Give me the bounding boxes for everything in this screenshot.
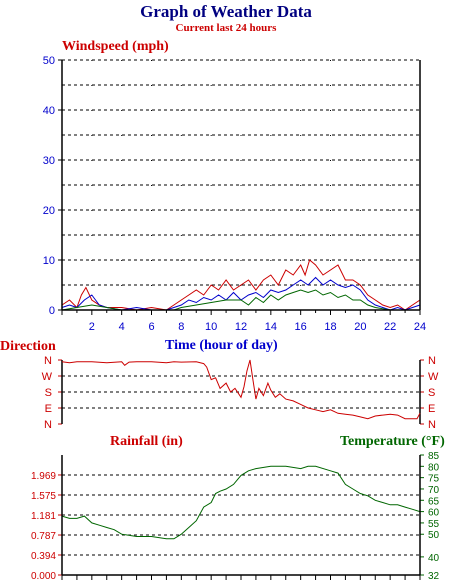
- page-title: Graph of Weather Data: [140, 2, 312, 21]
- direction-tick-label-right: W: [428, 371, 439, 383]
- temp-tick-label: 32: [428, 571, 440, 582]
- time-axis-tick-label: 16: [295, 321, 307, 333]
- temp-tick-label: 80: [428, 462, 440, 473]
- temp-tick-label: 55: [428, 519, 440, 530]
- windspeed-y-tick-label: 10: [43, 255, 55, 267]
- page-subtitle: Current last 24 hours: [176, 22, 278, 34]
- windspeed-title: Windspeed (mph): [62, 39, 169, 54]
- direction-tick-label: E: [45, 403, 52, 415]
- windspeed-series-line: [61, 259, 421, 311]
- windspeed-y-tick-label: 40: [43, 105, 55, 117]
- time-axis-tick-label: 8: [178, 321, 184, 333]
- direction-series-line: [61, 359, 421, 420]
- rainfall-label: Rainfall (in): [110, 434, 183, 449]
- time-axis-tick-label: 4: [119, 321, 125, 333]
- time-axis-label: Time (hour of day): [165, 338, 278, 353]
- temp-tick-label: 40: [428, 553, 440, 564]
- windspeed-y-tick-label: 30: [43, 155, 55, 167]
- direction-tick-label-right: E: [428, 403, 435, 415]
- windspeed-y-tick-label: 20: [43, 205, 55, 217]
- time-axis-tick-label: 2: [89, 321, 95, 333]
- rain-tick-label: 0.394: [31, 551, 56, 562]
- rain-tick-label: 1.575: [31, 491, 56, 502]
- direction-tick-label: W: [42, 371, 53, 383]
- direction-tick-label: S: [45, 387, 52, 399]
- time-axis-tick-label: 18: [324, 321, 336, 333]
- time-axis-tick-label: 6: [148, 321, 154, 333]
- temperature-label: Temperature (°F): [340, 434, 445, 449]
- temp-tick-label: 50: [428, 530, 440, 541]
- time-axis-tick-label: 22: [384, 321, 396, 333]
- rain-tick-label: 0.000: [31, 571, 56, 582]
- temp-tick-label: 70: [428, 485, 440, 496]
- time-axis-tick-label: 10: [205, 321, 217, 333]
- windspeed-y-tick-label: 50: [43, 55, 55, 67]
- direction-tick-label: N: [44, 355, 52, 367]
- direction-tick-label: N: [44, 419, 52, 431]
- rain-tick-label: 1.181: [31, 511, 56, 522]
- windspeed-y-tick-label: 0: [49, 305, 55, 317]
- time-axis-tick-label: 14: [265, 321, 277, 333]
- windspeed-series-line: [61, 276, 421, 311]
- direction-title: Direction: [0, 339, 56, 354]
- time-axis-tick-label: 20: [354, 321, 366, 333]
- temp-tick-label: 85: [428, 451, 440, 462]
- direction-tick-label-right: N: [428, 419, 436, 431]
- temp-tick-label: 65: [428, 496, 440, 507]
- time-axis-tick-label: 24: [414, 321, 426, 333]
- direction-tick-label-right: S: [428, 387, 435, 399]
- temperature-series-line: [61, 465, 421, 540]
- temp-tick-label: 60: [428, 508, 440, 519]
- temp-tick-label: 75: [428, 474, 440, 485]
- direction-tick-label-right: N: [428, 355, 436, 367]
- rain-tick-label: 0.787: [31, 531, 56, 542]
- rain-tick-label: 1.969: [31, 471, 56, 482]
- time-axis-tick-label: 12: [235, 321, 247, 333]
